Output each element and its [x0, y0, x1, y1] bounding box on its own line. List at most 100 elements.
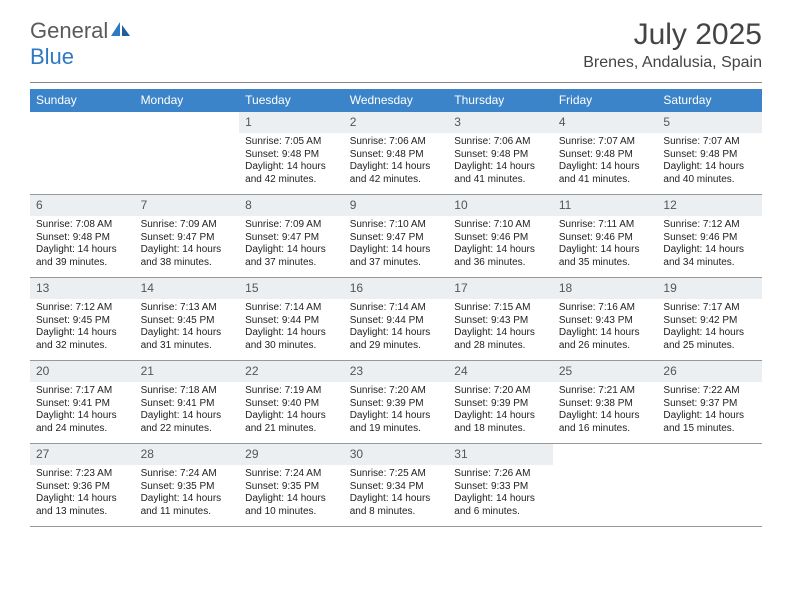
day-line: and 36 minutes.: [454, 257, 547, 270]
day-cell: [657, 444, 762, 526]
day-line: Sunrise: 7:24 AM: [245, 468, 338, 481]
day-cell: 1Sunrise: 7:05 AMSunset: 9:48 PMDaylight…: [239, 112, 344, 194]
day-number: 24: [448, 361, 553, 382]
day-body: Sunrise: 7:22 AMSunset: 9:37 PMDaylight:…: [657, 382, 762, 439]
day-line: Daylight: 14 hours: [141, 410, 234, 423]
day-number: 27: [30, 444, 135, 465]
day-line: Sunset: 9:45 PM: [36, 315, 129, 328]
day-line: Sunset: 9:47 PM: [141, 232, 234, 245]
day-line: Daylight: 14 hours: [454, 410, 547, 423]
day-line: Sunset: 9:42 PM: [663, 315, 756, 328]
logo-blue-row: Blue: [30, 44, 74, 70]
day-line: Daylight: 14 hours: [350, 493, 443, 506]
day-body: Sunrise: 7:12 AMSunset: 9:46 PMDaylight:…: [657, 216, 762, 273]
day-line: Sunset: 9:44 PM: [245, 315, 338, 328]
day-body: Sunrise: 7:15 AMSunset: 9:43 PMDaylight:…: [448, 299, 553, 356]
day-line: and 16 minutes.: [559, 423, 652, 436]
logo-sail-icon: [110, 20, 132, 43]
day-number: 16: [344, 278, 449, 299]
day-cell: 16Sunrise: 7:14 AMSunset: 9:44 PMDayligh…: [344, 278, 449, 360]
day-line: and 8 minutes.: [350, 506, 443, 519]
weekday-mon: Monday: [135, 89, 240, 112]
week-row: 13Sunrise: 7:12 AMSunset: 9:45 PMDayligh…: [30, 278, 762, 361]
weekday-fri: Friday: [553, 89, 658, 112]
day-body: Sunrise: 7:09 AMSunset: 9:47 PMDaylight:…: [239, 216, 344, 273]
day-line: and 42 minutes.: [350, 174, 443, 187]
day-cell: 11Sunrise: 7:11 AMSunset: 9:46 PMDayligh…: [553, 195, 658, 277]
location-label: Brenes, Andalusia, Spain: [583, 54, 762, 72]
day-number: 13: [30, 278, 135, 299]
week-row: 27Sunrise: 7:23 AMSunset: 9:36 PMDayligh…: [30, 444, 762, 527]
weekday-sun: Sunday: [30, 89, 135, 112]
day-line: Sunrise: 7:09 AM: [245, 219, 338, 232]
day-line: Sunset: 9:47 PM: [350, 232, 443, 245]
day-number: 28: [135, 444, 240, 465]
day-cell: [30, 112, 135, 194]
week-row: 6Sunrise: 7:08 AMSunset: 9:48 PMDaylight…: [30, 195, 762, 278]
day-line: and 32 minutes.: [36, 340, 129, 353]
day-line: and 41 minutes.: [559, 174, 652, 187]
day-line: Sunset: 9:41 PM: [36, 398, 129, 411]
day-line: and 13 minutes.: [36, 506, 129, 519]
day-body: Sunrise: 7:25 AMSunset: 9:34 PMDaylight:…: [344, 465, 449, 522]
day-body: Sunrise: 7:07 AMSunset: 9:48 PMDaylight:…: [657, 133, 762, 190]
day-line: and 42 minutes.: [245, 174, 338, 187]
day-cell: 12Sunrise: 7:12 AMSunset: 9:46 PMDayligh…: [657, 195, 762, 277]
day-body: Sunrise: 7:07 AMSunset: 9:48 PMDaylight:…: [553, 133, 658, 190]
day-line: Daylight: 14 hours: [245, 410, 338, 423]
day-body: Sunrise: 7:26 AMSunset: 9:33 PMDaylight:…: [448, 465, 553, 522]
day-cell: 4Sunrise: 7:07 AMSunset: 9:48 PMDaylight…: [553, 112, 658, 194]
day-cell: 9Sunrise: 7:10 AMSunset: 9:47 PMDaylight…: [344, 195, 449, 277]
day-line: Daylight: 14 hours: [141, 327, 234, 340]
day-line: and 35 minutes.: [559, 257, 652, 270]
logo: General: [30, 18, 134, 44]
day-body: Sunrise: 7:17 AMSunset: 9:42 PMDaylight:…: [657, 299, 762, 356]
day-line: and 21 minutes.: [245, 423, 338, 436]
day-cell: 18Sunrise: 7:16 AMSunset: 9:43 PMDayligh…: [553, 278, 658, 360]
day-body: Sunrise: 7:06 AMSunset: 9:48 PMDaylight:…: [344, 133, 449, 190]
day-cell: 14Sunrise: 7:13 AMSunset: 9:45 PMDayligh…: [135, 278, 240, 360]
day-line: Daylight: 14 hours: [663, 327, 756, 340]
day-cell: 5Sunrise: 7:07 AMSunset: 9:48 PMDaylight…: [657, 112, 762, 194]
day-line: and 41 minutes.: [454, 174, 547, 187]
day-body: Sunrise: 7:05 AMSunset: 9:48 PMDaylight:…: [239, 133, 344, 190]
day-number: 7: [135, 195, 240, 216]
day-body: Sunrise: 7:24 AMSunset: 9:35 PMDaylight:…: [135, 465, 240, 522]
day-body: Sunrise: 7:20 AMSunset: 9:39 PMDaylight:…: [448, 382, 553, 439]
day-cell: 19Sunrise: 7:17 AMSunset: 9:42 PMDayligh…: [657, 278, 762, 360]
day-cell: 13Sunrise: 7:12 AMSunset: 9:45 PMDayligh…: [30, 278, 135, 360]
logo-text-general: General: [30, 18, 108, 44]
day-body: Sunrise: 7:09 AMSunset: 9:47 PMDaylight:…: [135, 216, 240, 273]
day-body: Sunrise: 7:08 AMSunset: 9:48 PMDaylight:…: [30, 216, 135, 273]
day-line: Sunrise: 7:21 AM: [559, 385, 652, 398]
day-number: 15: [239, 278, 344, 299]
day-cell: 22Sunrise: 7:19 AMSunset: 9:40 PMDayligh…: [239, 361, 344, 443]
day-number: 29: [239, 444, 344, 465]
day-number: 11: [553, 195, 658, 216]
day-line: Sunset: 9:46 PM: [663, 232, 756, 245]
day-line: Sunrise: 7:12 AM: [36, 302, 129, 315]
day-line: Sunset: 9:36 PM: [36, 481, 129, 494]
day-cell: 31Sunrise: 7:26 AMSunset: 9:33 PMDayligh…: [448, 444, 553, 526]
day-line: Sunset: 9:35 PM: [245, 481, 338, 494]
day-cell: [553, 444, 658, 526]
day-body: Sunrise: 7:18 AMSunset: 9:41 PMDaylight:…: [135, 382, 240, 439]
day-line: Sunrise: 7:08 AM: [36, 219, 129, 232]
day-line: Daylight: 14 hours: [454, 493, 547, 506]
day-body: Sunrise: 7:12 AMSunset: 9:45 PMDaylight:…: [30, 299, 135, 356]
day-cell: 6Sunrise: 7:08 AMSunset: 9:48 PMDaylight…: [30, 195, 135, 277]
day-number: 5: [657, 112, 762, 133]
day-line: Sunset: 9:34 PM: [350, 481, 443, 494]
day-body: Sunrise: 7:11 AMSunset: 9:46 PMDaylight:…: [553, 216, 658, 273]
day-number: 20: [30, 361, 135, 382]
day-line: Daylight: 14 hours: [245, 161, 338, 174]
day-line: Sunset: 9:48 PM: [350, 149, 443, 162]
day-line: and 11 minutes.: [141, 506, 234, 519]
day-cell: [135, 112, 240, 194]
day-line: and 39 minutes.: [36, 257, 129, 270]
day-line: Sunset: 9:46 PM: [454, 232, 547, 245]
day-line: Sunrise: 7:24 AM: [141, 468, 234, 481]
day-line: and 28 minutes.: [454, 340, 547, 353]
day-cell: 23Sunrise: 7:20 AMSunset: 9:39 PMDayligh…: [344, 361, 449, 443]
day-body: Sunrise: 7:20 AMSunset: 9:39 PMDaylight:…: [344, 382, 449, 439]
